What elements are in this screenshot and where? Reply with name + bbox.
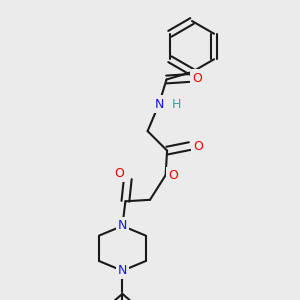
Text: O: O xyxy=(192,71,202,85)
Text: N: N xyxy=(154,98,164,111)
Text: O: O xyxy=(168,169,178,182)
Text: N: N xyxy=(118,219,127,232)
Text: N: N xyxy=(118,264,127,277)
Text: O: O xyxy=(115,167,124,180)
Text: O: O xyxy=(193,140,203,153)
Text: H: H xyxy=(171,98,181,111)
